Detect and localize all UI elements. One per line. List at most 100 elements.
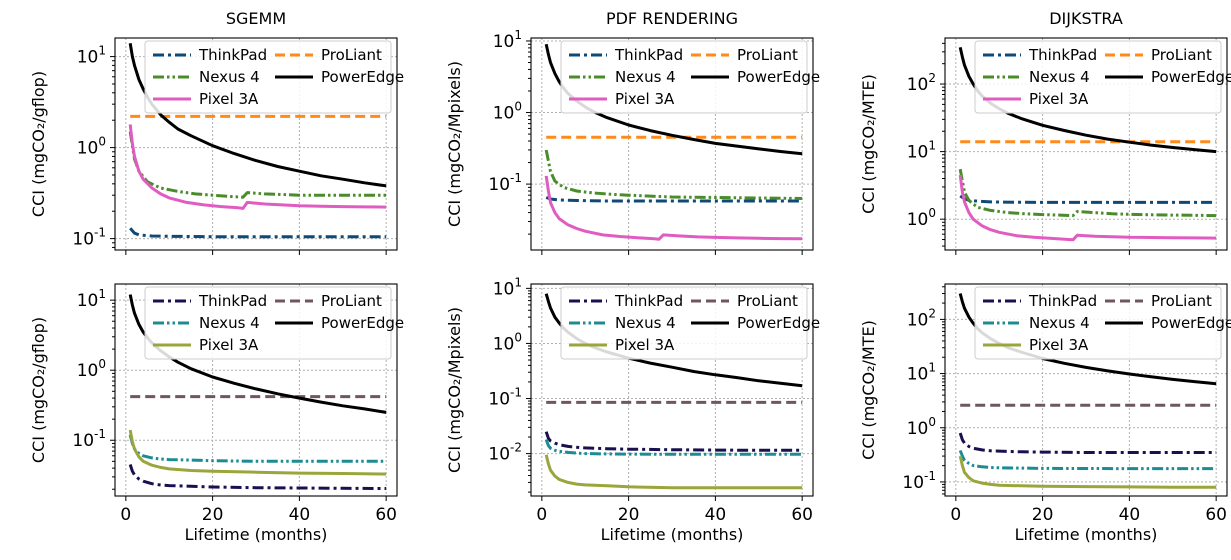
axes-frame bbox=[114, 283, 398, 497]
legend: ThinkPad ProLiant Nexus 4 PowerEdge Pixel 3A bbox=[974, 40, 1231, 114]
series-group bbox=[544, 43, 803, 241]
x-tick-label: 60 bbox=[375, 505, 397, 525]
legend-label-thinkpad: ThinkPad bbox=[1028, 292, 1097, 310]
y-tick-label: 102 bbox=[907, 71, 936, 95]
series-line-nexus-4 bbox=[958, 168, 1217, 218]
legend-label-proliant: ProLiant bbox=[321, 46, 382, 64]
y-tick-label: 100 bbox=[77, 357, 106, 381]
series-line-thinkpad bbox=[129, 227, 387, 239]
series-line-poweredge bbox=[128, 294, 387, 414]
series-group bbox=[958, 46, 1217, 242]
series-line-nexus-4 bbox=[544, 438, 803, 456]
legend-label-pixel-3a: Pixel 3A bbox=[199, 336, 259, 354]
y-tick-label: 100 bbox=[493, 100, 522, 124]
x-axis-label: Lifetime (months) bbox=[185, 525, 328, 544]
x-tick-label: 40 bbox=[1119, 505, 1141, 525]
legend-frame bbox=[144, 40, 392, 114]
x-tick-label: 40 bbox=[289, 505, 311, 525]
x-tick-label: 60 bbox=[791, 505, 813, 525]
legend-label-nexus-4: Nexus 4 bbox=[615, 314, 676, 332]
y-tick-label: 101 bbox=[907, 361, 936, 385]
legend-label-poweredge: PowerEdge bbox=[321, 68, 404, 86]
x-tick-label: 20 bbox=[202, 505, 224, 525]
y-tick-label: 100 bbox=[493, 330, 522, 354]
series-line-pixel-3a bbox=[544, 175, 803, 241]
series-line-thinkpad bbox=[958, 432, 1217, 454]
y-tick-label: 101 bbox=[77, 44, 106, 68]
x-tick-label: 40 bbox=[705, 505, 727, 525]
axes-frame bbox=[944, 37, 1228, 251]
y-tick-label: 101 bbox=[77, 287, 106, 311]
series-line-pixel-3a bbox=[128, 429, 387, 476]
y-tick-label: 10-2 bbox=[488, 441, 522, 465]
axes-frame bbox=[530, 283, 814, 497]
legend: ThinkPad ProLiant Nexus 4 PowerEdge Pixel 3A bbox=[560, 40, 820, 114]
legend-frame bbox=[144, 286, 392, 360]
legend: ThinkPad ProLiant Nexus 4 PowerEdge Pixel 3A bbox=[144, 40, 404, 114]
legend-label-pixel-3a: Pixel 3A bbox=[1029, 90, 1089, 108]
legend: ThinkPad ProLiant Nexus 4 PowerEdge Pixel 3A bbox=[974, 286, 1231, 360]
y-axis-label: CCI (mgCO₂/Mpixels) bbox=[445, 61, 464, 227]
series-group bbox=[128, 294, 387, 490]
y-tick-label: 100 bbox=[77, 135, 106, 159]
legend-label-pixel-3a: Pixel 3A bbox=[615, 336, 675, 354]
subplot-dijkstra: 100 101 102 DIJKSTRA CCI (mgCO₂/MTE) ThinkPad… bbox=[859, 9, 1231, 255]
legend-label-nexus-4: Nexus 4 bbox=[199, 68, 260, 86]
subplot-sgemm: 10-1 100 101 SGEMM CCI (mgCO₂/gflop) ThinkPad… bbox=[29, 9, 404, 255]
y-tick-label: 10-1 bbox=[488, 171, 522, 195]
y-tick-label: 100 bbox=[907, 415, 936, 439]
legend-frame bbox=[560, 40, 808, 114]
y-axis-label: CCI (mgCO₂/gflop) bbox=[29, 317, 48, 463]
series-line-poweredge bbox=[958, 46, 1217, 154]
legend-label-poweredge: PowerEdge bbox=[737, 68, 820, 86]
legend-frame bbox=[974, 286, 1222, 360]
series-group bbox=[544, 293, 803, 490]
x-tick-label: 20 bbox=[1032, 505, 1054, 525]
y-axis-label: CCI (mgCO₂/Mpixels) bbox=[445, 307, 464, 473]
series-line-poweredge bbox=[128, 43, 387, 188]
legend-label-nexus-4: Nexus 4 bbox=[199, 314, 260, 332]
legend-label-pixel-3a: Pixel 3A bbox=[1029, 336, 1089, 354]
y-tick-label: 102 bbox=[907, 306, 936, 330]
series-line-thinkpad bbox=[544, 431, 803, 452]
legend-label-proliant: ProLiant bbox=[737, 46, 798, 64]
legend-label-thinkpad: ThinkPad bbox=[198, 46, 267, 64]
legend-label-thinkpad: ThinkPad bbox=[198, 292, 267, 310]
series-line-poweredge bbox=[544, 43, 803, 156]
y-tick-label: 10-1 bbox=[902, 469, 936, 493]
series-line-thinkpad bbox=[545, 196, 803, 203]
legend-label-nexus-4: Nexus 4 bbox=[615, 68, 676, 86]
legend-label-thinkpad: ThinkPad bbox=[614, 292, 683, 310]
legend-label-proliant: ProLiant bbox=[1151, 292, 1212, 310]
y-tick-label: 10-1 bbox=[72, 427, 106, 451]
x-tick-label: 0 bbox=[950, 505, 961, 525]
series-line-pixel-3a bbox=[544, 454, 803, 490]
subplot-row1-col0: 10-1 100 101 0 20 40 60 CCI (mgCO₂/gflop) Lifeti… bbox=[29, 283, 404, 544]
y-tick-label: 101 bbox=[493, 28, 522, 52]
legend-label-nexus-4: Nexus 4 bbox=[1029, 314, 1090, 332]
panel-title: DIJKSTRA bbox=[1049, 9, 1123, 28]
legend: ThinkPad ProLiant Nexus 4 PowerEdge Pixel 3A bbox=[560, 286, 820, 360]
x-axis-label: Lifetime (months) bbox=[1015, 525, 1158, 544]
series-line-thinkpad bbox=[959, 194, 1217, 204]
series-line-thinkpad bbox=[128, 464, 387, 490]
series-line-pixel-3a bbox=[958, 174, 1217, 242]
legend-label-proliant: ProLiant bbox=[321, 292, 382, 310]
y-axis-label: CCI (mgCO₂/MTE) bbox=[859, 74, 878, 214]
legend-label-poweredge: PowerEdge bbox=[737, 314, 820, 332]
series-line-nexus-4 bbox=[958, 449, 1217, 471]
x-tick-label: 20 bbox=[618, 505, 640, 525]
legend-label-proliant: ProLiant bbox=[1151, 46, 1212, 64]
legend-label-thinkpad: ThinkPad bbox=[1028, 46, 1097, 64]
subplot-pdf-rendering: 10-1 100 101 PDF RENDERING CCI (mgCO₂/Mpixel… bbox=[445, 9, 820, 255]
x-tick-label: 0 bbox=[536, 505, 547, 525]
panel-title: SGEMM bbox=[226, 9, 286, 28]
series-line-nexus-4 bbox=[128, 131, 387, 199]
legend-label-proliant: ProLiant bbox=[737, 292, 798, 310]
legend-label-pixel-3a: Pixel 3A bbox=[615, 90, 675, 108]
series-line-pixel-3a bbox=[128, 124, 387, 210]
subplot-row1-col1: 10-2 10-1 100 101 0 20 40 60 CCI (mgCO₂/Mpixels)… bbox=[445, 275, 820, 544]
series-line-nexus-4 bbox=[544, 149, 803, 200]
legend-frame bbox=[974, 40, 1222, 114]
